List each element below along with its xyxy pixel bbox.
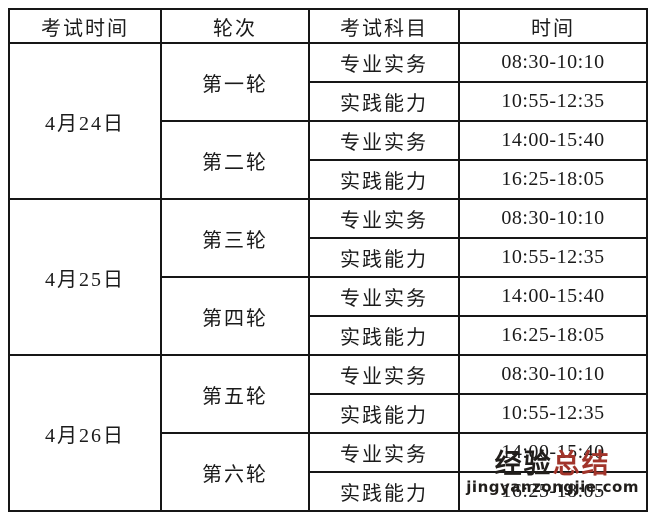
- round-cell: 第一轮: [160, 42, 310, 122]
- date-cell: 4月24日: [8, 42, 162, 200]
- table-row: 第四轮 专业实务 14:00-15:40: [9, 276, 648, 356]
- table-row: 4月25日 第三轮 专业实务 08:30-10:10: [8, 198, 648, 356]
- watermark-text-secondary: 总结: [552, 449, 611, 480]
- subject-cell: 实践能力: [308, 393, 460, 434]
- header-subject: 考试科目: [308, 8, 460, 44]
- time-cell: 16:25-18:05: [458, 159, 648, 200]
- watermark: 经验总结 jingyanzongjie.com: [466, 451, 639, 495]
- subject-cell: 专业实务: [308, 42, 460, 83]
- date-cell: 4月26日: [8, 354, 162, 512]
- time-cell: 08:30-10:10: [458, 354, 648, 395]
- watermark-logo-text: 经验总结: [466, 451, 639, 478]
- watermark-text-primary: 经验: [494, 449, 553, 480]
- time-cell: 10:55-12:35: [458, 393, 648, 434]
- time-cell: 10:55-12:35: [458, 81, 648, 122]
- round-cell: 第四轮: [160, 276, 310, 356]
- time-cell: 14:00-15:40: [458, 276, 648, 317]
- exam-schedule-table: 考试时间 轮次 考试科目 时间 4月24日 第一轮 专业实务 08:30-10:…: [8, 8, 648, 512]
- header-exam-date: 考试时间: [8, 8, 162, 44]
- table-row: 实践能力 16:25-18:05: [9, 315, 648, 356]
- subject-cell: 专业实务: [308, 120, 460, 161]
- table-row: 实践能力 10:55-12:35: [9, 81, 648, 122]
- table-row: 实践能力 16:25-18:05: [9, 159, 648, 200]
- subject-cell: 专业实务: [308, 432, 460, 473]
- table-row: 实践能力 10:55-12:35: [9, 237, 648, 278]
- table-row: 第二轮 专业实务 14:00-15:40: [9, 120, 648, 200]
- subject-cell: 专业实务: [308, 354, 460, 395]
- subject-cell: 实践能力: [308, 159, 460, 200]
- watermark-url: jingyanzongjie.com: [466, 478, 639, 496]
- header-round: 轮次: [160, 8, 310, 44]
- table-row: 4月24日 第一轮 专业实务 08:30-10:10: [8, 42, 648, 200]
- subject-cell: 实践能力: [308, 471, 460, 512]
- time-cell: 14:00-15:40: [458, 432, 648, 473]
- time-cell: 14:00-15:40: [458, 120, 648, 161]
- round-cell: 第二轮: [160, 120, 310, 200]
- time-cell: 08:30-10:10: [458, 198, 648, 239]
- table-row: 实践能力 10:55-12:35: [9, 393, 648, 434]
- subject-cell: 实践能力: [308, 237, 460, 278]
- header-time: 时间: [458, 8, 648, 44]
- subject-cell: 实践能力: [308, 315, 460, 356]
- time-cell: 10:55-12:35: [458, 237, 648, 278]
- round-cell: 第五轮: [160, 354, 310, 434]
- header-row: 考试时间 轮次 考试科目 时间: [8, 8, 648, 44]
- table-row: 4月26日 第五轮 专业实务 08:30-10:10: [8, 354, 648, 512]
- time-cell: 08:30-10:10: [458, 42, 648, 83]
- subject-cell: 专业实务: [308, 276, 460, 317]
- round-cell: 第三轮: [160, 198, 310, 278]
- subject-cell: 专业实务: [308, 198, 460, 239]
- date-cell: 4月25日: [8, 198, 162, 356]
- table-row: 第六轮 专业实务 14:00-15:40: [9, 432, 648, 512]
- round-cell: 第六轮: [160, 432, 310, 512]
- time-cell: 16:25-18:05: [458, 315, 648, 356]
- subject-cell: 实践能力: [308, 81, 460, 122]
